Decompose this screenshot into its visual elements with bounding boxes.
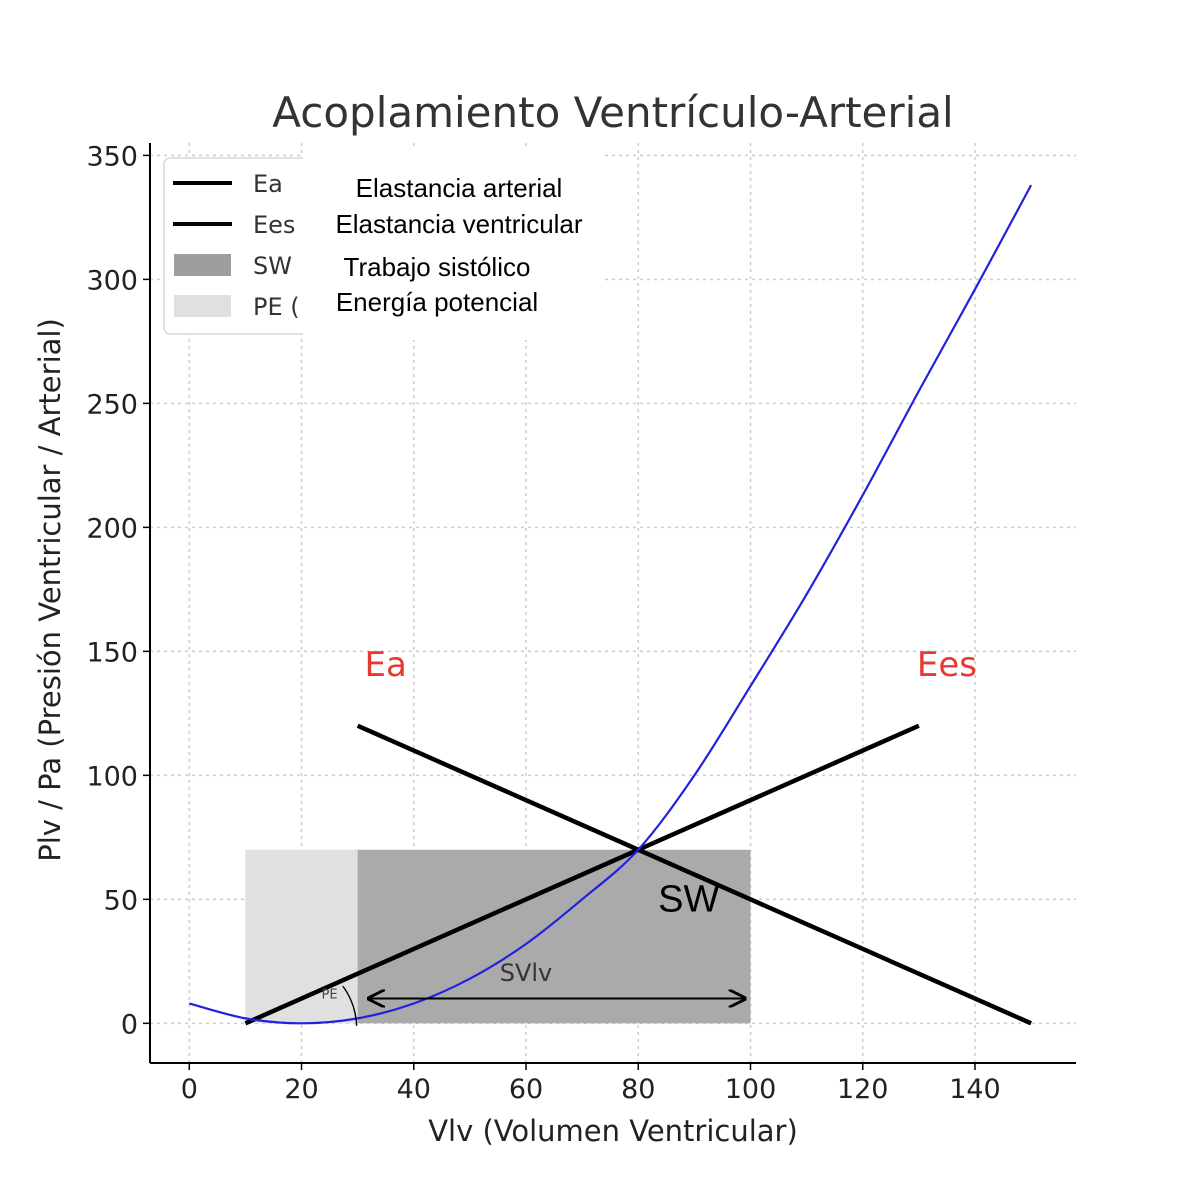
x-axis-title: Vlv (Volumen Ventricular) [428, 1114, 798, 1148]
legend-swatch-2 [174, 254, 231, 276]
y-tick-label: 150 [86, 637, 138, 668]
legend-mask [303, 150, 603, 340]
annotation-pe: PE [322, 988, 338, 1003]
annotation-ea: Ea [365, 645, 407, 685]
x-tick-label: 40 [397, 1074, 431, 1105]
legend-code-1: Ees [253, 211, 295, 239]
x-tick-label: 60 [509, 1074, 543, 1105]
y-tick-label: 50 [104, 885, 138, 916]
series-line-0 [356, 723, 1033, 1026]
y-axis-title: Plv / Pa (Presión Ventricular / Arterial… [33, 318, 67, 862]
legend-desc-3: Energía potencial [336, 287, 538, 317]
series-line-1 [244, 723, 920, 1026]
region-sw [357, 849, 751, 1024]
pe-arc [342, 985, 358, 1026]
annotation-svlv: SVlv [500, 959, 553, 987]
y-tick-label: 300 [86, 265, 138, 296]
y-tick-label: 200 [86, 513, 138, 544]
legend-swatch-3 [174, 295, 231, 317]
legend-desc-0: Elastancia arterial [356, 173, 563, 203]
legend-desc-2: Trabajo sistólico [344, 252, 531, 282]
y-tick-label: 100 [86, 761, 138, 792]
tick-labels: 0 20 40 60 80 100 120 140 0 50 100 150 200 250 300 350 [86, 141, 1000, 1105]
region-pe [245, 849, 358, 1024]
y-tick-label: 0 [121, 1009, 138, 1040]
legend-desc-1: Elastancia ventricular [335, 209, 582, 239]
legend: Ea Elastancia arterial Ees Elastancia ventr… [163, 150, 603, 340]
x-tick-label: 0 [181, 1074, 198, 1105]
annotation-ees: Ees [917, 645, 977, 685]
y-tick-label: 250 [86, 389, 138, 420]
x-tick-label: 80 [621, 1074, 655, 1105]
x-tick-label: 120 [837, 1074, 889, 1105]
axes [149, 143, 1076, 1064]
chart-title: Acoplamiento Ventrículo-Arterial [272, 88, 953, 137]
x-tick-label: 100 [725, 1074, 777, 1105]
legend-code-2: SW [253, 252, 292, 280]
legend-code-0: Ea [253, 170, 283, 198]
annotations: Ea Ees SW SVlv PE [322, 645, 977, 1026]
y-tick-label: 350 [86, 141, 138, 172]
legend-code-3: PE ( [253, 293, 300, 321]
x-tick-label: 140 [949, 1074, 1001, 1105]
x-tick-label: 20 [284, 1074, 318, 1105]
annotation-sw: SW [658, 879, 719, 921]
